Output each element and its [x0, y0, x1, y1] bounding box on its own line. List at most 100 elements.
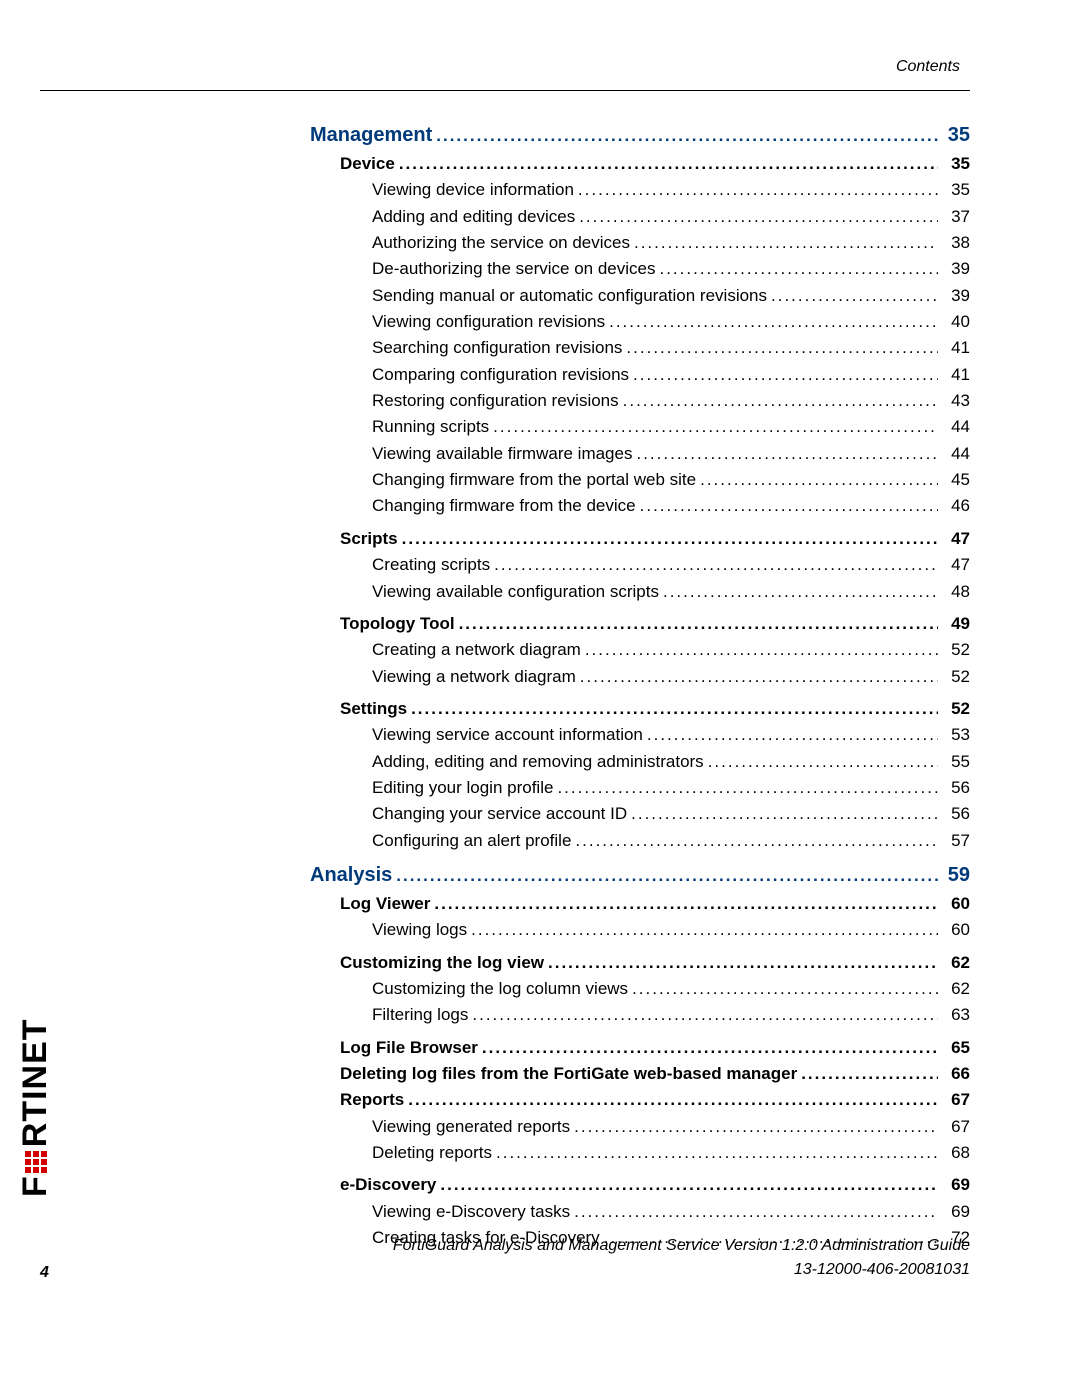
toc-row: Restoring configuration revisions.......…	[310, 388, 970, 414]
document-page: Contents Management.....................…	[0, 0, 1080, 1397]
toc-page: 41	[942, 335, 970, 361]
toc-dot-leader: ........................................…	[402, 526, 938, 552]
toc-page: 55	[942, 749, 970, 775]
toc-row: Creating a network diagram..............…	[310, 637, 970, 663]
toc-label: Management	[310, 120, 432, 151]
toc-page: 44	[942, 441, 970, 467]
toc-row: Running scripts.........................…	[310, 414, 970, 440]
toc-label: Sending manual or automatic configuratio…	[372, 283, 767, 309]
toc-row: Viewing a network diagram...............…	[310, 664, 970, 690]
toc-row: Log Viewer..............................…	[310, 891, 970, 917]
toc-label: Changing firmware from the portal web si…	[372, 467, 696, 493]
toc-page: 68	[942, 1140, 970, 1166]
toc-page: 52	[942, 664, 970, 690]
toc-label: e-Discovery	[340, 1172, 436, 1198]
toc-label: Restoring configuration revisions	[372, 388, 619, 414]
toc-row: Changing firmware from the device.......…	[310, 493, 970, 519]
toc-dot-leader: ........................................…	[557, 775, 938, 801]
toc-label: Editing your login profile	[372, 775, 553, 801]
toc-dot-leader: ........................................…	[574, 1199, 938, 1225]
toc-page: 59	[942, 860, 970, 891]
toc-label: Customizing the log view	[340, 950, 544, 976]
toc-label: Viewing a network diagram	[372, 664, 576, 690]
toc-dot-leader: ........................................…	[634, 230, 938, 256]
toc-row: Log File Browser........................…	[310, 1035, 970, 1061]
toc-label: Changing firmware from the device	[372, 493, 636, 519]
toc-row: Sending manual or automatic configuratio…	[310, 283, 970, 309]
toc-page: 35	[942, 120, 970, 151]
page-number: 4	[40, 1264, 49, 1282]
toc-page: 62	[942, 976, 970, 1002]
toc-row: Topology Tool...........................…	[310, 611, 970, 637]
toc-label: Deleting log files from the FortiGate we…	[340, 1061, 797, 1087]
toc-page: 65	[942, 1035, 970, 1061]
toc-dot-leader: ........................................…	[411, 696, 938, 722]
toc-page: 39	[942, 283, 970, 309]
toc-dot-leader: ........................................…	[472, 1002, 938, 1028]
toc-page: 60	[942, 891, 970, 917]
toc-dot-leader: ........................................…	[494, 552, 938, 578]
toc-label: Log Viewer	[340, 891, 430, 917]
toc-label: Topology Tool	[340, 611, 455, 637]
toc-label: Reports	[340, 1087, 404, 1113]
toc-label: Creating scripts	[372, 552, 490, 578]
toc-dot-leader: ........................................…	[408, 1087, 938, 1113]
footer-line-2: 13-12000-406-20081031	[393, 1258, 970, 1282]
toc-page: 49	[942, 611, 970, 637]
toc-label: Log File Browser	[340, 1035, 478, 1061]
toc-dot-leader: ........................................…	[574, 1114, 938, 1140]
toc-page: 67	[942, 1087, 970, 1113]
toc-page: 35	[942, 177, 970, 203]
toc-dot-leader: ........................................…	[436, 123, 938, 149]
toc-label: Viewing generated reports	[372, 1114, 570, 1140]
toc-dot-leader: ........................................…	[708, 749, 938, 775]
toc-label: Viewing configuration revisions	[372, 309, 605, 335]
toc-page: 37	[942, 204, 970, 230]
toc-page: 63	[942, 1002, 970, 1028]
toc-page: 41	[942, 362, 970, 388]
toc-page: 45	[942, 467, 970, 493]
toc-dot-leader: ........................................…	[663, 579, 938, 605]
toc-dot-leader: ........................................…	[434, 891, 938, 917]
toc-page: 52	[942, 696, 970, 722]
toc-row: Editing your login profile..............…	[310, 775, 970, 801]
table-of-contents: Management..............................…	[310, 120, 970, 1251]
toc-page: 53	[942, 722, 970, 748]
toc-label: Comparing configuration revisions	[372, 362, 629, 388]
toc-dot-leader: ........................................…	[575, 828, 938, 854]
toc-dot-leader: ........................................…	[399, 151, 938, 177]
toc-row: Viewing logs............................…	[310, 917, 970, 943]
toc-dot-leader: ........................................…	[471, 917, 938, 943]
toc-label: Authorizing the service on devices	[372, 230, 630, 256]
toc-label: Adding and editing devices	[372, 204, 575, 230]
toc-dot-leader: ........................................…	[632, 976, 938, 1002]
toc-row: Viewing available firmware images.......…	[310, 441, 970, 467]
toc-row: Deleting log files from the FortiGate we…	[310, 1061, 970, 1087]
toc-dot-leader: ........................................…	[496, 1140, 938, 1166]
toc-dot-leader: ........................................…	[700, 467, 938, 493]
toc-label: Deleting reports	[372, 1140, 492, 1166]
toc-label: Settings	[340, 696, 407, 722]
toc-row: Scripts.................................…	[310, 526, 970, 552]
toc-dot-leader: ........................................…	[647, 722, 938, 748]
toc-dot-leader: ........................................…	[548, 950, 938, 976]
toc-label: Viewing service account information	[372, 722, 643, 748]
toc-dot-leader: ........................................…	[771, 283, 938, 309]
toc-label: Changing your service account ID	[372, 801, 627, 827]
toc-dot-leader: ........................................…	[633, 362, 938, 388]
toc-row: Viewing generated reports...............…	[310, 1114, 970, 1140]
toc-label: Device	[340, 151, 395, 177]
toc-page: 48	[942, 579, 970, 605]
toc-label: Viewing available configuration scripts	[372, 579, 659, 605]
toc-row: Authorizing the service on devices......…	[310, 230, 970, 256]
toc-page: 56	[942, 775, 970, 801]
toc-page: 60	[942, 917, 970, 943]
toc-row: Creating scripts........................…	[310, 552, 970, 578]
logo-letter-f: F	[16, 1175, 55, 1197]
toc-page: 43	[942, 388, 970, 414]
toc-page: 69	[942, 1172, 970, 1198]
toc-row: Settings................................…	[310, 696, 970, 722]
toc-label: Customizing the log column views	[372, 976, 628, 1002]
toc-row: De-authorizing the service on devices...…	[310, 256, 970, 282]
toc-page: 62	[942, 950, 970, 976]
